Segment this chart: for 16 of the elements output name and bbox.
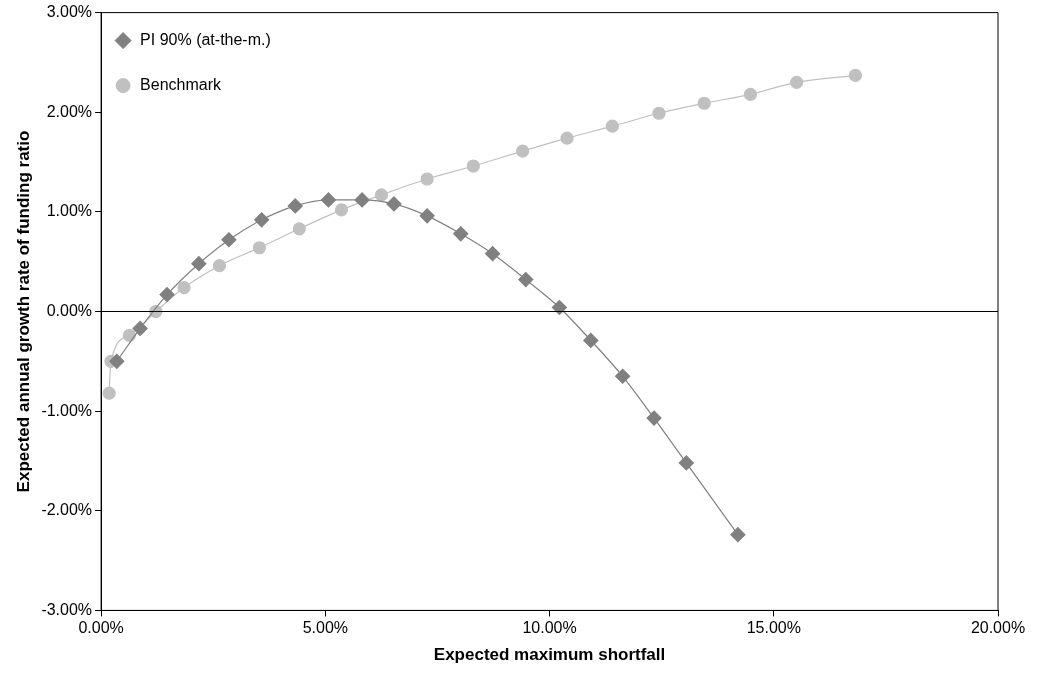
legend-label: PI 90% (at-the-m.) bbox=[140, 31, 271, 49]
y-tick-label: 2.00% bbox=[46, 102, 93, 120]
y-tick-label: 3.00% bbox=[46, 3, 93, 21]
x-tick-label: 15.00% bbox=[746, 619, 801, 637]
x-tick-label: 5.00% bbox=[302, 619, 349, 637]
y-tick-label: -1.00% bbox=[41, 401, 93, 419]
legend-label: Benchmark bbox=[140, 76, 223, 94]
y-axis-title: Expected annual growth rate of funding ratio bbox=[13, 130, 33, 493]
x-axis-title: Expected maximum shortfall bbox=[433, 645, 666, 665]
x-tick-label: 10.00% bbox=[522, 619, 577, 637]
y-tick-label: -3.00% bbox=[41, 600, 93, 618]
x-tick-label: 0.00% bbox=[78, 619, 124, 637]
y-tick-label: 0.00% bbox=[46, 301, 93, 319]
x-tick-label: 20.00% bbox=[970, 619, 1026, 637]
y-tick-label: 1.00% bbox=[46, 202, 93, 220]
y-tick-label: -2.00% bbox=[41, 501, 93, 519]
